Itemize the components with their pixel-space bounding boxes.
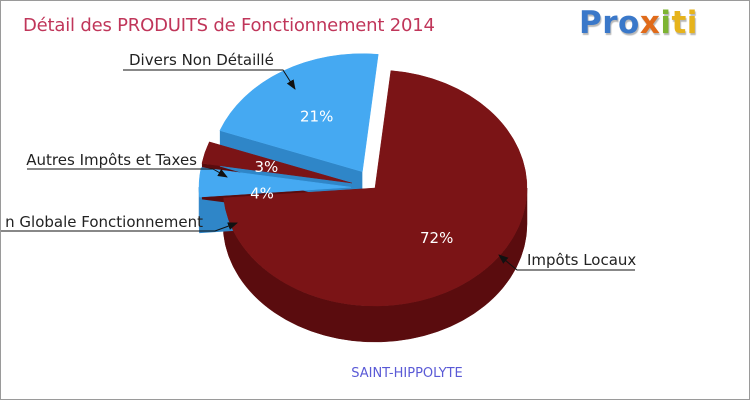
callout-line-divers-non-detaille — [123, 69, 296, 90]
callout-label-impots-locaux: Impôts Locaux — [527, 251, 636, 269]
pie-callouts: Impôts Locaux n Globale Fonctionnement Aut… — [1, 51, 636, 271]
callout-line-autres-impots-et-taxes — [27, 168, 228, 178]
pct-label-divers-non-detaille: 21% — [300, 108, 333, 126]
pie-slice-autres-impots-et-taxes — [201, 141, 352, 184]
logo-part-4: ti — [671, 5, 698, 41]
logo-part-3: i — [660, 5, 672, 41]
pct-label-autres-impots-et-taxes: 3% — [255, 158, 279, 176]
chart-title: Détail des PRODUITS de Fonctionnement 20… — [23, 15, 435, 36]
callout-line-dotation-globale-fonctionnement — [1, 222, 238, 232]
callout-label-divers-non-detaille: Divers Non Détaillé — [129, 51, 274, 69]
pct-label-impots-locaux: 72% — [420, 229, 453, 247]
pie-slice-divers-non-detaille — [219, 53, 379, 173]
logo-part-1: Pro — [579, 5, 640, 41]
pie-slice-dotation-globale-fonctionnement — [198, 167, 352, 198]
logo-part-2: x — [639, 5, 661, 41]
chart-subtitle: SAINT-HIPPOLYTE — [351, 366, 463, 381]
pie-tops — [198, 53, 528, 307]
pie-slice-impots-locaux — [223, 70, 528, 307]
proxiti-logo: Proxiti — [579, 5, 698, 41]
pct-label-dotation-globale-fonctionnement: 4% — [250, 185, 274, 203]
callout-line-impots-locaux — [498, 254, 635, 271]
pie-percent-labels: 72% 4% 3% 21% — [250, 108, 453, 247]
callout-label-dotation-globale-fonctionnement: n Globale Fonctionnement — [5, 213, 203, 231]
callout-label-autres-impots-et-taxes: Autres Impôts et Taxes — [26, 151, 197, 169]
